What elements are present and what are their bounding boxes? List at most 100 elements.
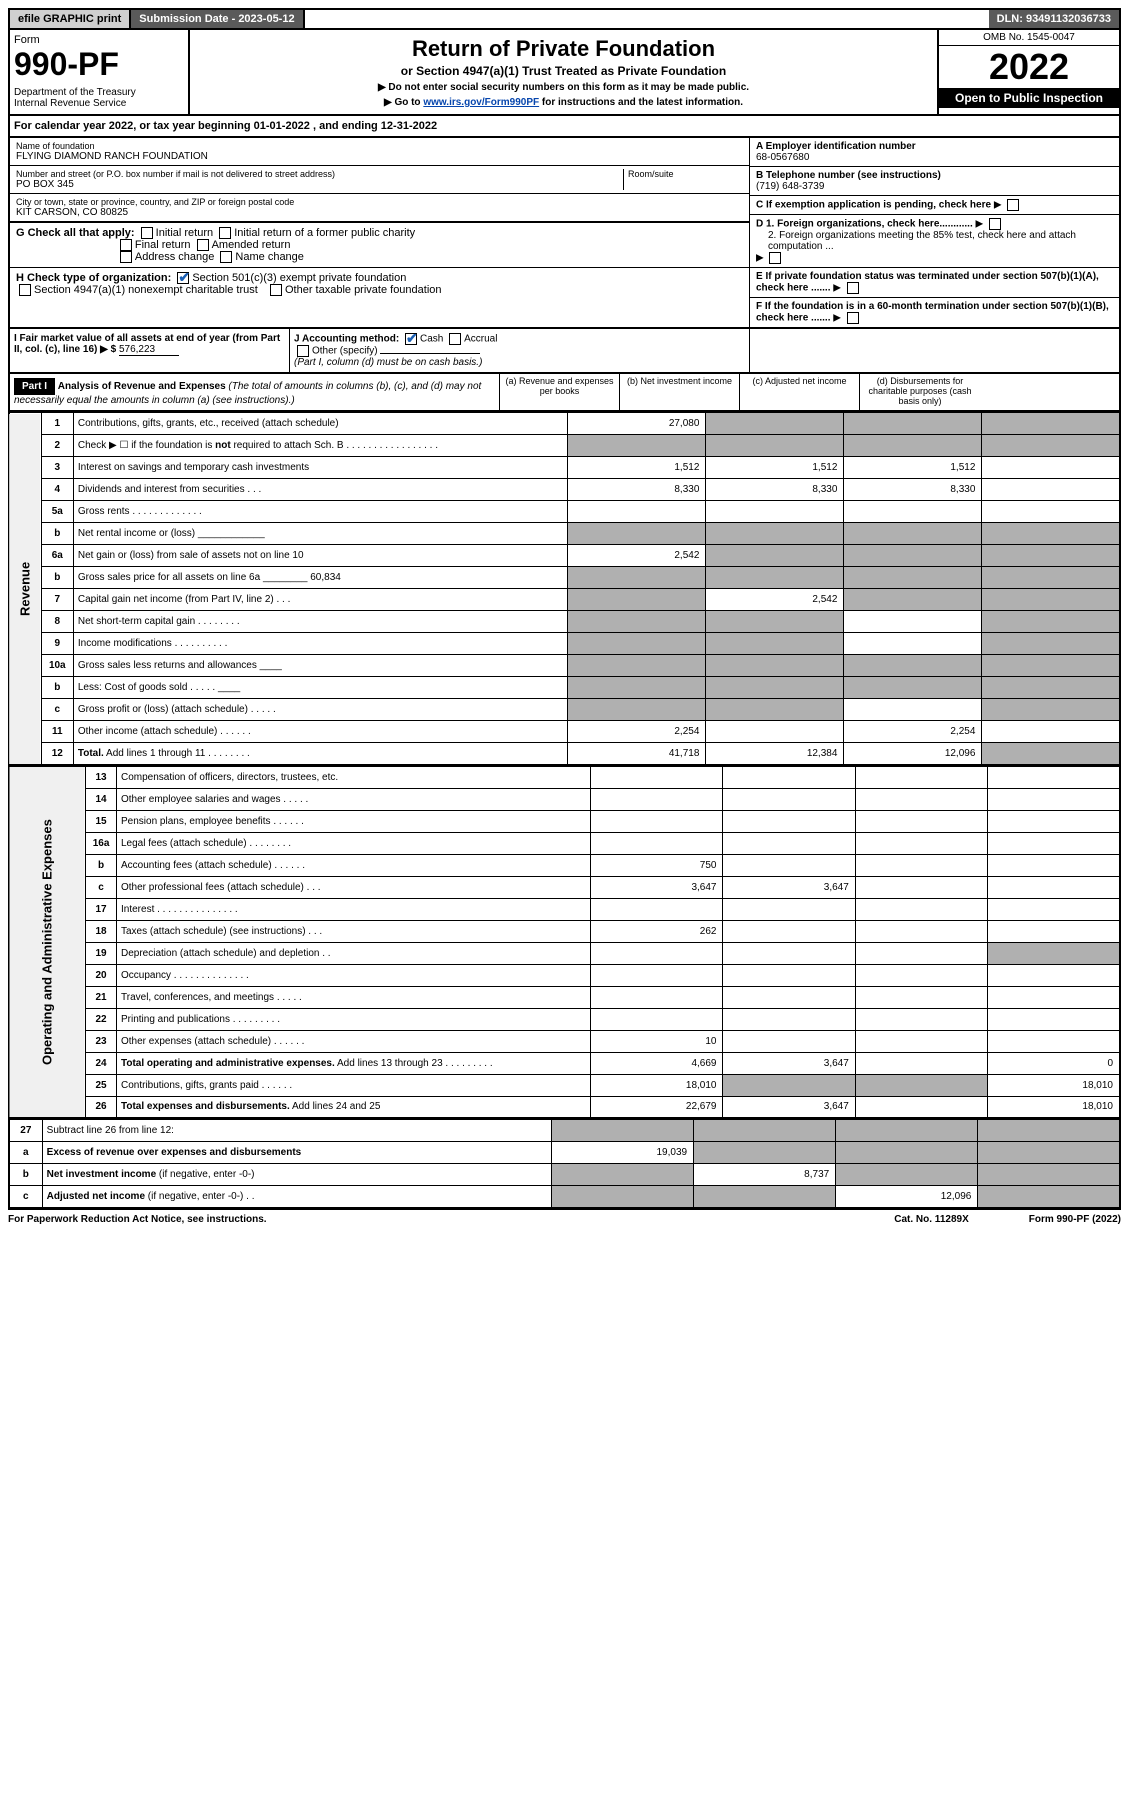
col-b-val [694,1186,836,1208]
col-b-val: 2,542 [706,589,844,611]
omb-number: OMB No. 1545-0047 [939,30,1119,46]
foot-right: Form 990-PF (2022) [1029,1214,1121,1225]
addr-value: PO BOX 345 [16,179,623,190]
col-a-val: 41,718 [568,743,706,765]
cb-initial-return[interactable] [141,227,153,239]
line-desc: Net short-term capital gain . . . . . . … [73,611,568,633]
table-row: 7Capital gain net income (from Part IV, … [9,589,1120,611]
col-a-val [568,501,706,523]
table-row: 23Other expenses (attach schedule) . . .… [9,1030,1120,1052]
cb-exemption-pending[interactable] [1007,199,1019,211]
col-b-val [723,1030,855,1052]
col-d-val [982,743,1120,765]
line-desc: Dividends and interest from securities .… [73,479,568,501]
col-a-val [551,1186,693,1208]
line-desc: Printing and publications . . . . . . . … [117,1008,591,1030]
cb-final-return[interactable] [120,239,132,251]
cb-name-change[interactable] [220,251,232,263]
col-d-val [982,721,1120,743]
col-d-val [988,810,1120,832]
col-b-val: 3,647 [723,876,855,898]
col-b-val [723,986,855,1008]
line-number: 18 [86,920,117,942]
line-number: 22 [86,1008,117,1030]
col-a-val: 27,080 [568,413,706,435]
top-bar: efile GRAPHIC print Submission Date - 20… [8,8,1121,30]
col-a-val [568,589,706,611]
cb-status-terminated[interactable] [847,282,859,294]
cb-foreign-org[interactable] [989,218,1001,230]
phone-value: (719) 648-3739 [756,181,824,192]
line-desc: Contributions, gifts, grants, etc., rece… [73,413,568,435]
col-b-val [706,633,844,655]
line-desc: Other employee salaries and wages . . . … [117,788,591,810]
irs-link[interactable]: www.irs.gov/Form990PF [423,97,539,108]
cb-accrual[interactable] [449,333,461,345]
line-number: 7 [41,589,73,611]
col-c-head: (c) Adjusted net income [740,374,860,410]
line-desc: Contributions, gifts, grants paid . . . … [117,1074,591,1096]
table-row: 18Taxes (attach schedule) (see instructi… [9,920,1120,942]
col-c-val [855,766,987,788]
line-number: 11 [41,721,73,743]
table-row: 19Depreciation (attach schedule) and dep… [9,942,1120,964]
efile-print-button[interactable]: efile GRAPHIC print [10,10,131,28]
line-number: 10a [41,655,73,677]
line-desc: Gross rents . . . . . . . . . . . . . [73,501,568,523]
col-d-val [982,699,1120,721]
col-b-val [706,523,844,545]
line-number: b [41,567,73,589]
col-a-val [591,942,723,964]
col-b-val [723,788,855,810]
col-b-val [723,854,855,876]
col-a-val [568,523,706,545]
col-b-val: 3,647 [723,1052,855,1074]
col-d-val [982,545,1120,567]
line-number: 23 [86,1030,117,1052]
cb-4947a1[interactable] [19,284,31,296]
col-a-val: 4,669 [591,1052,723,1074]
cb-address-change[interactable] [120,251,132,263]
col-d-head: (d) Disbursements for charitable purpose… [860,374,980,410]
table-row: 10aGross sales less returns and allowanc… [9,655,1120,677]
form-word: Form [14,34,184,46]
col-c-val [836,1142,978,1164]
col-c-val: 1,512 [844,457,982,479]
table-row: bNet investment income (if negative, ent… [9,1164,1120,1186]
cb-501c3[interactable] [177,272,189,284]
col-b-head: (b) Net investment income [620,374,740,410]
line-number: 3 [41,457,73,479]
col-a-val: 8,330 [568,479,706,501]
cb-other-method[interactable] [297,345,309,357]
col-d-val [988,964,1120,986]
col-d-val [988,766,1120,788]
col-c-val [844,611,982,633]
table-row: 11Other income (attach schedule) . . . .… [9,721,1120,743]
col-c-val: 12,096 [836,1186,978,1208]
line-number: 12 [41,743,73,765]
col-d-val [988,920,1120,942]
col-d-val [982,479,1120,501]
table-row: 8Net short-term capital gain . . . . . .… [9,611,1120,633]
cb-85pct[interactable] [769,252,781,264]
col-c-val [855,788,987,810]
line-desc: Interest on savings and temporary cash i… [73,457,568,479]
col-b-val [706,413,844,435]
foundation-name: FLYING DIAMOND RANCH FOUNDATION [16,151,743,162]
cb-60month[interactable] [847,312,859,324]
col-b-val [706,677,844,699]
col-a-val: 19,039 [551,1142,693,1164]
cb-initial-former[interactable] [219,227,231,239]
expense-table: Operating and Administrative Expenses13C… [8,766,1121,1120]
part1-badge: Part I [14,378,55,395]
line-desc: Depreciation (attach schedule) and deple… [117,942,591,964]
table-row: 14Other employee salaries and wages . . … [9,788,1120,810]
cb-other-taxable[interactable] [270,284,282,296]
cb-cash[interactable] [405,333,417,345]
line-number: b [9,1164,42,1186]
cb-amended-return[interactable] [197,239,209,251]
table-row: bAccounting fees (attach schedule) . . .… [9,854,1120,876]
col-d-val: 18,010 [988,1096,1120,1118]
ein-value: 68-0567680 [756,152,809,163]
col-a-val [568,655,706,677]
